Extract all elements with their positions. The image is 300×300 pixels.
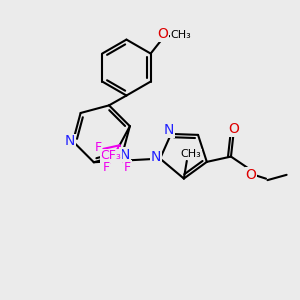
Text: F: F (124, 161, 131, 174)
Text: N: N (164, 123, 174, 137)
Text: O: O (246, 168, 256, 182)
Text: N: N (120, 148, 130, 162)
Text: CF₃: CF₃ (100, 149, 121, 162)
Text: N: N (65, 134, 75, 148)
Text: O: O (229, 122, 239, 136)
Text: F: F (94, 141, 102, 154)
Text: CH₃: CH₃ (170, 30, 191, 40)
Text: O: O (157, 27, 168, 41)
Text: CH₃: CH₃ (181, 149, 202, 159)
Text: N: N (151, 150, 161, 164)
Text: F: F (103, 161, 110, 174)
